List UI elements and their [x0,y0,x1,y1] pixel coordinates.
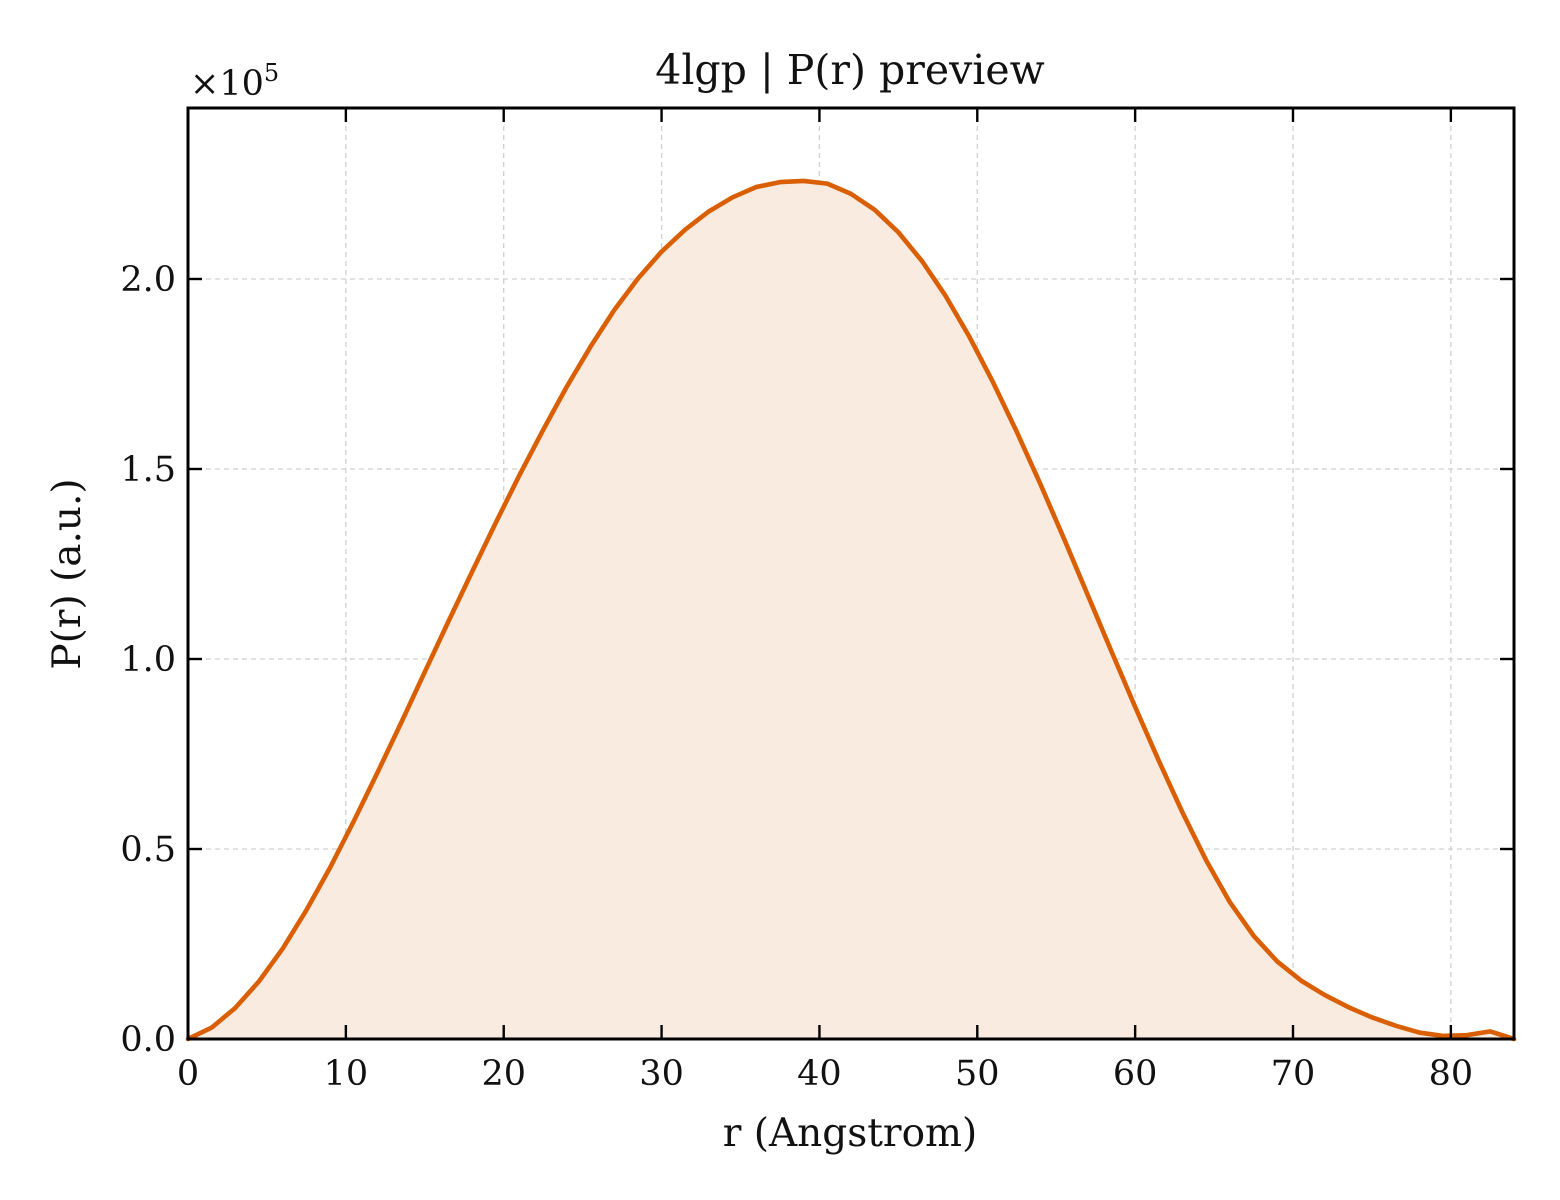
x-tick-label: 20 [481,1054,526,1094]
x-axis-label: r (Angstrom) [723,1111,978,1156]
y-axis-multiplier: ×105 [190,59,279,104]
y-tick-label: 2.0 [120,260,176,300]
y-multiplier-exponent: 5 [264,59,279,87]
series-line [185,178,1517,1042]
y-tick-label: 1.0 [120,640,176,680]
y-axis-label: P(r) (a.u.) [45,478,90,669]
chart-title: 4lgp | P(r) preview [655,46,1045,94]
x-tick-label: 10 [324,1054,369,1094]
series-area-fill [188,180,1514,1039]
x-tick-label: 40 [797,1054,842,1094]
x-tick-label: 60 [1113,1054,1158,1094]
plot-frame [186,106,1516,1041]
y-tick-label: 0.5 [120,830,176,870]
y-tick-label: 0.0 [120,1020,176,1060]
axis-ticks [186,108,1514,1041]
y-multiplier-base: ×10 [190,64,264,104]
y-tick-label: 1.5 [120,450,176,490]
x-tick-label: 80 [1429,1054,1474,1094]
x-tick-label: 30 [639,1054,684,1094]
x-tick-label: 70 [1271,1054,1316,1094]
x-tick-label: 0 [177,1054,199,1094]
x-tick-label: 50 [955,1054,1000,1094]
